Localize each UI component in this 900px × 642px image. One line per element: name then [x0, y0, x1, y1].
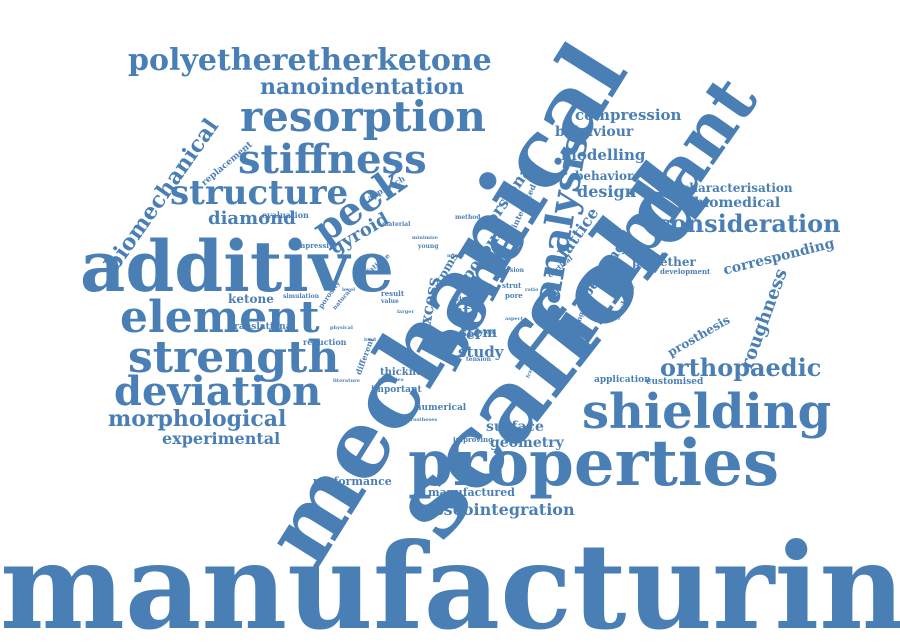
word: geometry	[490, 435, 564, 451]
word: ether	[453, 319, 471, 326]
word: manufactured	[428, 486, 515, 499]
word: compression	[575, 106, 682, 124]
word: level	[342, 287, 356, 293]
word: manufacturing	[0, 517, 900, 642]
word: pore	[505, 291, 523, 300]
word: properties	[408, 426, 779, 501]
word: value	[381, 298, 399, 305]
word: material	[382, 221, 411, 228]
word: structure	[170, 173, 349, 213]
word: behaviour	[555, 124, 634, 140]
word: deviation	[114, 368, 322, 415]
word: tension	[466, 356, 491, 363]
word: osseointegration	[424, 500, 575, 519]
word: shielding	[582, 384, 832, 440]
word: behavior	[575, 169, 634, 183]
word: simulation	[283, 293, 319, 300]
word: polyether	[632, 255, 696, 269]
word: result	[381, 289, 405, 298]
word: surface	[486, 419, 544, 435]
word: ratio	[525, 287, 539, 293]
word: design	[577, 182, 637, 201]
word: strength	[128, 332, 340, 383]
word: performance	[313, 475, 392, 488]
word: numerical	[415, 403, 467, 413]
word: torsion	[500, 267, 524, 274]
word: ketone	[228, 292, 274, 306]
word: size	[455, 294, 471, 303]
word: polyetheretherketone	[128, 43, 492, 78]
word: reduction	[303, 337, 347, 347]
word: prostheses	[407, 417, 438, 423]
word: activities	[378, 377, 404, 383]
word: strut	[502, 281, 522, 290]
word: resorption	[240, 92, 486, 141]
word: element	[120, 292, 320, 343]
word: morphological	[108, 406, 287, 432]
word: stem	[459, 325, 498, 341]
word: compressive	[289, 241, 338, 250]
word: model	[432, 327, 481, 343]
word: evaluation	[262, 210, 309, 220]
word: important	[371, 385, 422, 395]
word: stiffness	[238, 136, 427, 183]
word: literature	[333, 378, 360, 384]
word: development	[660, 267, 711, 276]
word: method	[455, 214, 481, 221]
word: aspect	[505, 316, 524, 322]
word: diamond	[208, 208, 296, 229]
word: biomedical	[694, 195, 781, 211]
word: larger	[397, 309, 415, 315]
word: customised	[646, 377, 704, 387]
word: study	[458, 343, 504, 361]
word: consideration	[656, 209, 841, 238]
word: mimic	[447, 253, 465, 259]
word: improving	[453, 435, 494, 444]
word: yield	[480, 329, 497, 336]
word: physical	[330, 325, 353, 331]
word: translational	[230, 322, 295, 332]
word: orthopaedic	[660, 353, 822, 382]
word: type	[455, 312, 467, 318]
word: load	[364, 337, 376, 343]
word: application	[594, 375, 651, 385]
word: minimize	[412, 235, 438, 241]
word: str	[453, 302, 480, 322]
word: young	[418, 243, 439, 250]
word: characterisation	[682, 181, 793, 195]
word: prosthesis	[665, 312, 733, 360]
word: thickness	[380, 367, 434, 378]
word: experimental	[162, 429, 281, 448]
word: modelling	[561, 146, 646, 164]
word: additive	[80, 225, 394, 308]
word: nanoindentation	[260, 74, 465, 100]
